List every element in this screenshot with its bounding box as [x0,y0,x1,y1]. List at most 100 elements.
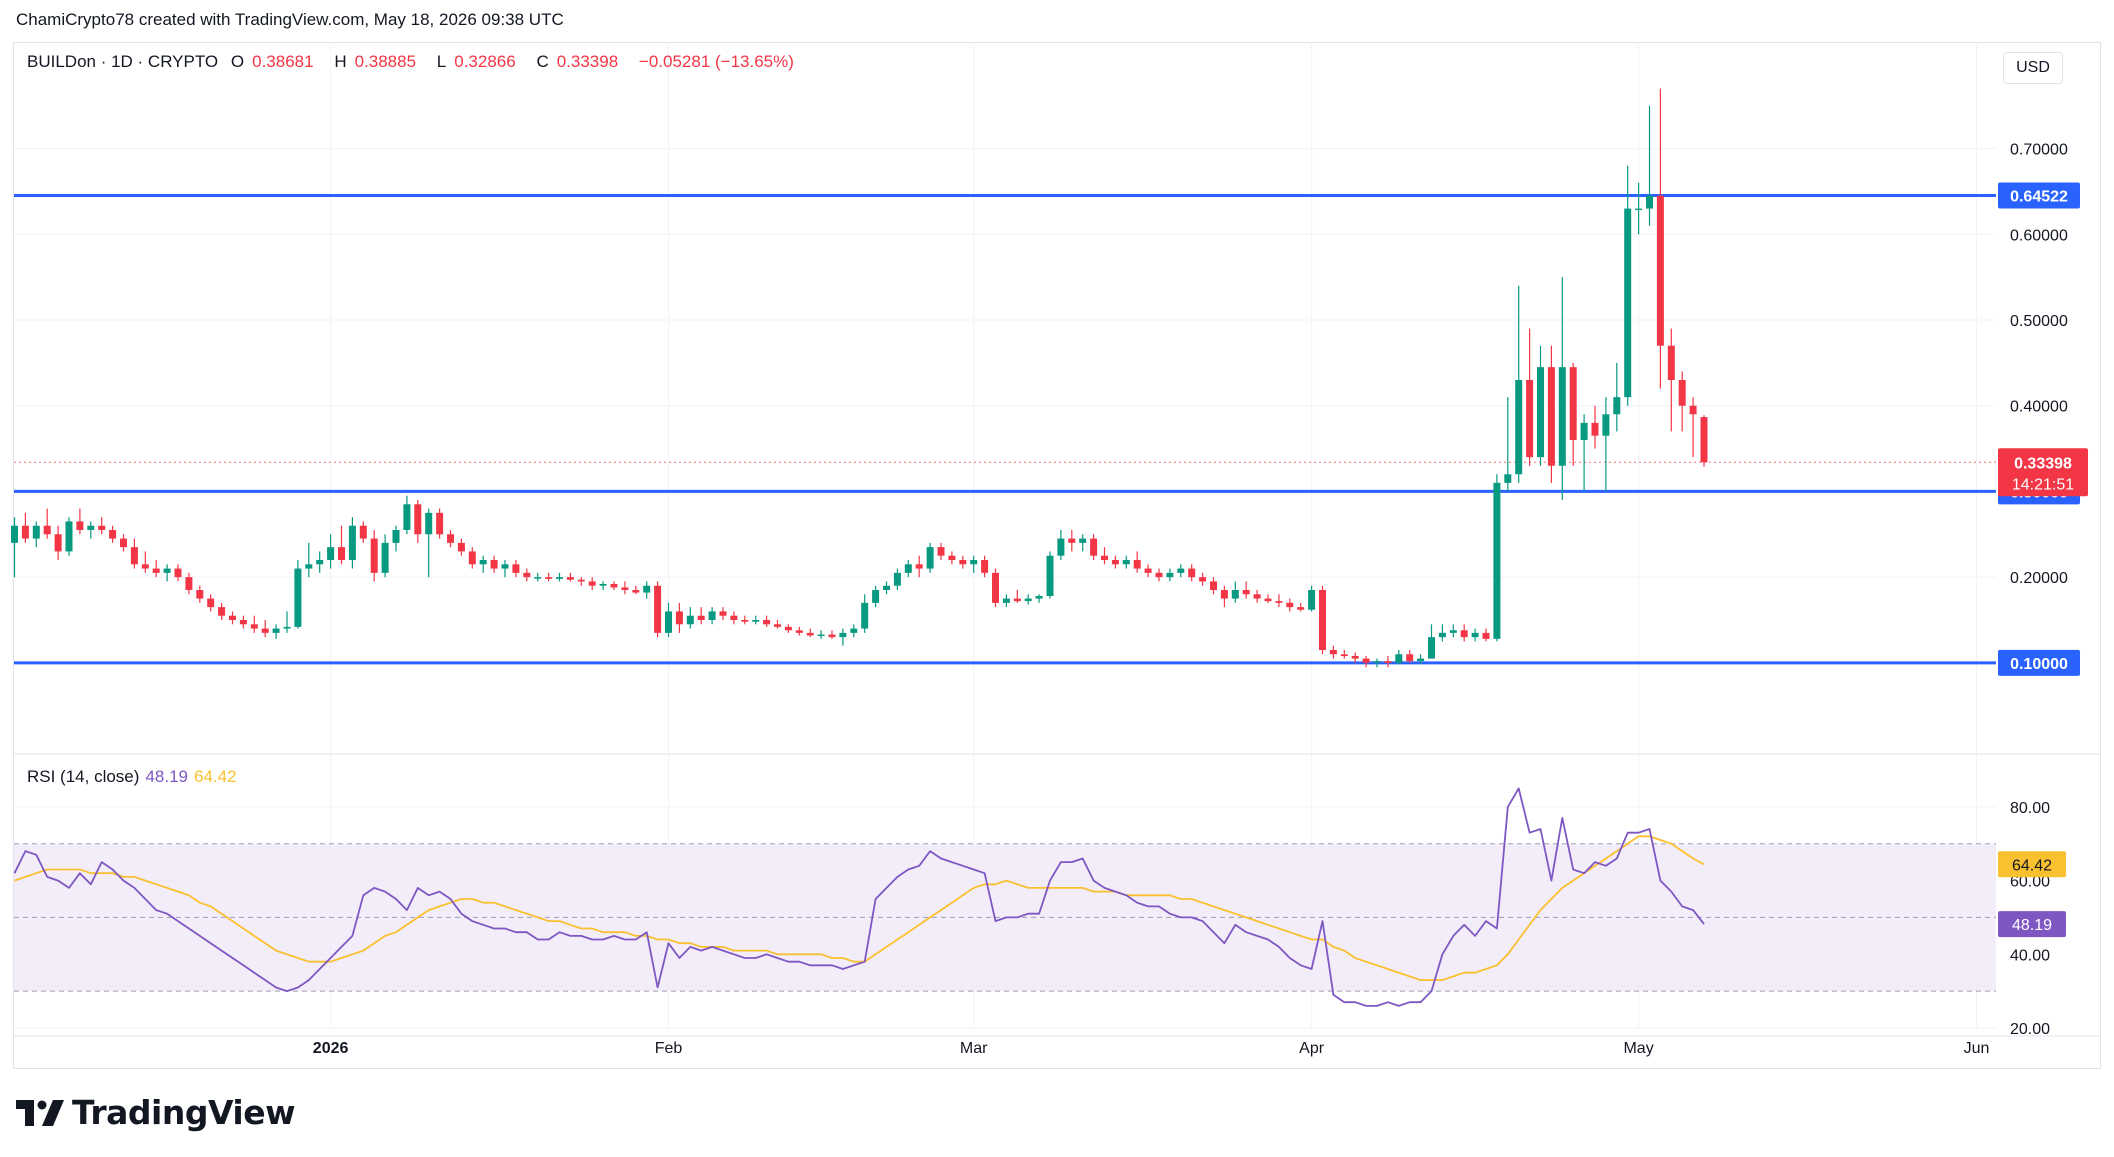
candle-down [76,521,84,530]
candle-up [1471,632,1479,638]
candle-up [861,602,869,629]
candle-up [1613,397,1621,415]
price-tick-label: 0.60000 [2010,227,2068,244]
candle-down [1133,560,1141,569]
candle-down [185,577,193,590]
symbol-legend: BUILDon · 1D · CRYPTO O 0.38681 H 0.38885 … [27,52,802,72]
candle-down [1144,568,1152,573]
rsi-last-label: 48.19 [2012,917,2052,934]
open-label: O [230,52,245,71]
level-price-label: 0.64522 [2010,189,2068,206]
candle-up [1122,560,1130,565]
candle-down [992,572,999,603]
candle-down [1656,195,1664,346]
candle-down [1384,661,1392,663]
candle-down [1286,602,1294,608]
horizontal-levels [14,194,1996,665]
candle-up [1231,590,1239,599]
candle-up [327,547,335,560]
rsi-ma-last-label-bg [1998,851,2066,878]
candle-up [1079,538,1087,543]
candle-up [708,611,716,620]
candle-up [534,577,542,579]
candle-down [741,620,749,622]
candle-down [1013,598,1021,602]
currency-selector[interactable]: USD [2003,52,2063,84]
candle-up [1166,572,1174,578]
candle-down [697,615,705,620]
candle-down [43,525,51,535]
candle-up [817,634,825,637]
candle-up [665,611,672,633]
candle-down [1667,345,1675,380]
candle-down [98,525,106,530]
candle-down [1264,598,1272,602]
open-value: 0.38681 [252,52,314,71]
candle-down [21,525,29,539]
candle-down [338,547,345,560]
tradingview-logo[interactable]: TradingView [16,1093,296,1132]
candle-up [1449,630,1457,633]
candle-down [1700,417,1708,463]
candle-up [1558,367,1566,466]
candle-up [381,542,389,573]
candle-up [316,560,324,565]
candle-up [1308,590,1316,610]
candle-down [414,504,422,535]
candle-down [370,538,378,573]
rsi-tick-label: 40.00 [2010,947,2050,964]
candle-down [120,538,127,548]
time-tick-label: May [1623,1040,1653,1057]
time-tick-label: Apr [1299,1040,1325,1057]
rsi-ma-legend-value: 64.42 [193,767,237,786]
candle-up [904,564,912,573]
candle-up [1602,414,1610,436]
candle-up [839,632,847,638]
candle-down [621,587,629,590]
candle-down [1155,572,1163,578]
candle-down [1275,601,1283,603]
candle-down [229,615,236,620]
candle-up [1515,380,1523,475]
candle-up [392,530,400,543]
symbol-name[interactable]: BUILDon · 1D · CRYPTO [27,52,219,71]
time-tick-label: 2026 [313,1040,349,1057]
candle-down [566,577,574,580]
candle-down [1460,630,1468,638]
low-value: 0.32866 [454,52,516,71]
candle-down [1329,650,1337,655]
candle-up [1624,208,1632,398]
candle-up [1395,654,1403,663]
candle-down [1678,380,1686,406]
candle-down [784,626,792,631]
candle-up [65,521,73,552]
price-grid [14,148,1996,664]
price-tick-label: 0.50000 [2010,313,2068,330]
candle-up [1504,474,1512,483]
candle-down [436,512,444,535]
rsi-lines [13,787,1705,1007]
candle-down [1210,581,1217,590]
candle-down [654,585,662,633]
rsi-indicator-label[interactable]: RSI (14, close) [27,767,140,786]
candle-up [425,512,433,535]
price-tick-label: 0.40000 [2010,399,2068,416]
candle-down [981,560,989,573]
candle-up [479,560,487,565]
rsi-tick-label: 80.00 [2010,800,2050,817]
candle-up [970,560,978,565]
candle-up [1373,661,1381,663]
candle-down [1406,654,1414,662]
candle-down [250,624,258,629]
candle-up [872,590,880,603]
time-tick-label: Jun [1964,1040,1990,1057]
candle-up [643,585,651,593]
candle-down [1220,590,1228,599]
candle-up [599,584,607,586]
candle-down [1253,594,1261,599]
tradingview-logo-icon [16,1099,64,1126]
candle-up [283,626,291,629]
candle-down [109,530,117,539]
candle-up [1417,658,1425,662]
